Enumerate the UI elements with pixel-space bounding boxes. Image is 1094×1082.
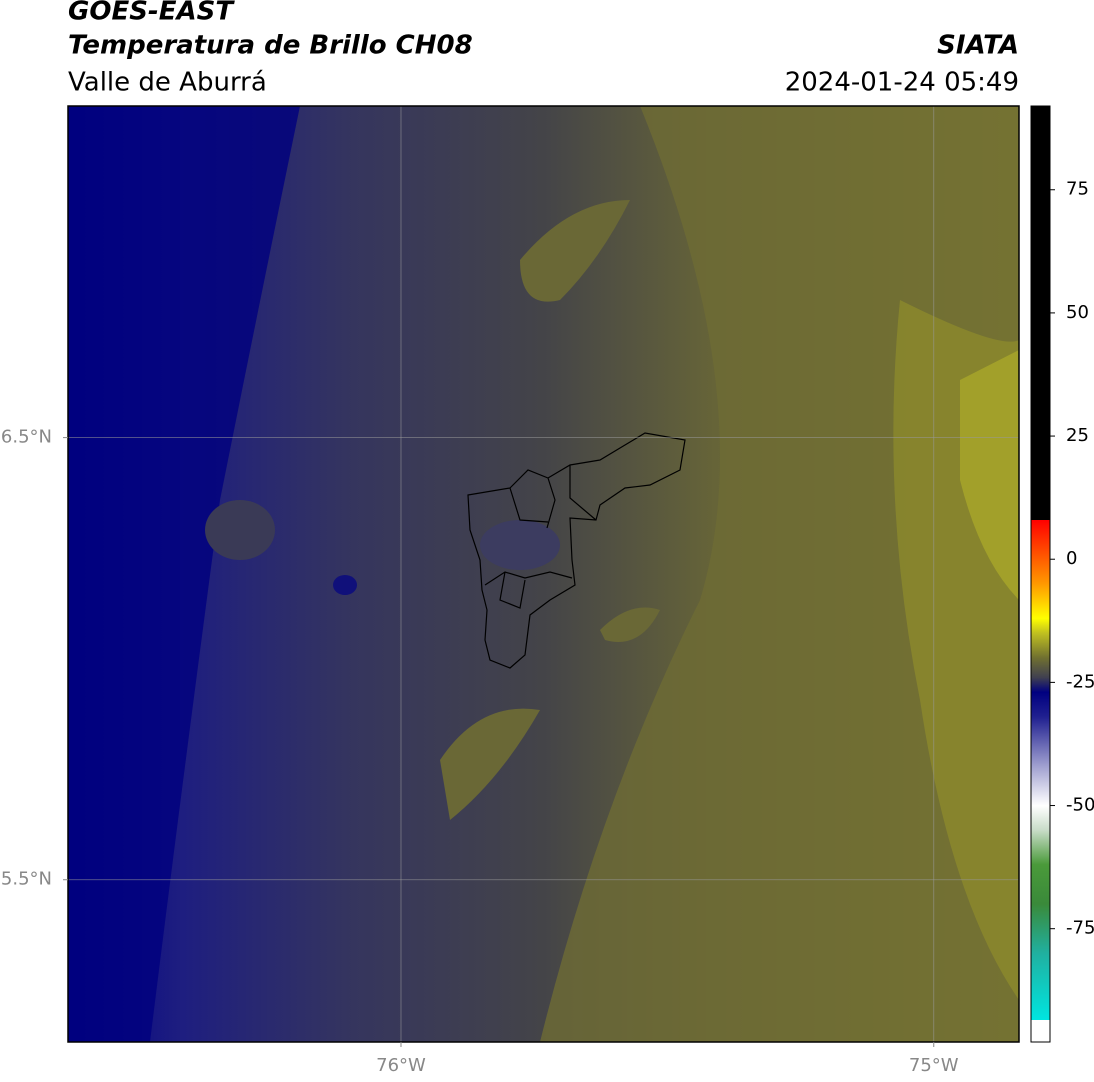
source: SIATA (937, 31, 1019, 61)
colorbar-tick-label: 75 (1066, 179, 1089, 200)
x-tick-label: 75°W (909, 1055, 959, 1076)
colorbar-tick-label: 50 (1066, 302, 1089, 323)
map-frame (67, 105, 1020, 1043)
valley-outline (467, 432, 686, 669)
subtitle: Temperatura de Brillo CH08 (68, 31, 473, 61)
colorbar-tick-label: -50 (1066, 795, 1094, 816)
colorbar-tick-label: -75 (1066, 918, 1094, 939)
datetime: 2024-01-24 05:49 (785, 68, 1019, 98)
y-tick-label: 6.5°N (1, 427, 52, 448)
y-tick-label: 5.5°N (1, 869, 52, 890)
colorbar (1030, 105, 1051, 1043)
title: GOES-EAST (68, 0, 235, 27)
region: Valle de Aburrá (68, 68, 267, 98)
grid (68, 106, 1019, 1042)
colorbar-tick-label: 25 (1066, 425, 1089, 446)
map-field (68, 106, 1019, 1042)
x-tick-label: 76°W (376, 1055, 426, 1076)
colorbar-tick-label: -25 (1066, 671, 1094, 692)
colorbar-tick-label: 0 (1066, 548, 1077, 569)
